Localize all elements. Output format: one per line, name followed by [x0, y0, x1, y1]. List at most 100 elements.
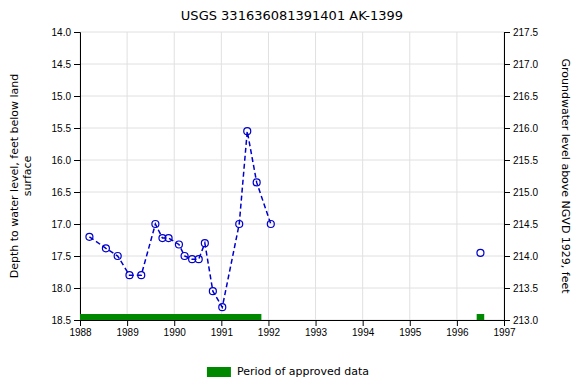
- tick-label: 1995: [399, 327, 422, 338]
- tick: 1990: [164, 320, 187, 338]
- grid-line: [315, 32, 316, 320]
- tick-label: 213.0: [513, 315, 538, 326]
- tick-label: 14.5: [52, 59, 72, 70]
- tick-label: 214.0: [513, 251, 538, 262]
- tick-mark: [504, 192, 510, 193]
- tick: 15.5: [52, 123, 80, 134]
- tick: 1993: [305, 320, 328, 338]
- point: [219, 304, 226, 311]
- tick-mark: [504, 160, 510, 161]
- x-axis: 1988198919901991199219931994199519961997: [69, 320, 516, 338]
- tick: 1995: [399, 320, 422, 338]
- legend-label: Period of approved data: [237, 365, 369, 378]
- tick: 213.5: [504, 283, 538, 294]
- tick-mark: [74, 320, 80, 321]
- tick-label: 17.0: [52, 219, 72, 230]
- point: [102, 245, 109, 252]
- point: [152, 221, 159, 228]
- tick: 216.0: [504, 123, 538, 134]
- grid-line: [80, 32, 504, 33]
- tick-mark: [504, 96, 510, 97]
- grid-line: [80, 224, 504, 225]
- tick-mark: [74, 192, 80, 193]
- point: [195, 256, 202, 263]
- point: [253, 179, 260, 186]
- point: [209, 288, 216, 295]
- tick-mark: [127, 320, 128, 326]
- tick-mark: [504, 128, 510, 129]
- y-axis: 14.014.515.015.516.016.517.017.518.018.5: [52, 27, 81, 326]
- tick-mark: [504, 224, 510, 225]
- point: [165, 235, 172, 242]
- tick-mark: [221, 320, 222, 326]
- tick-label: 16.0: [52, 155, 72, 166]
- point: [477, 249, 484, 256]
- tick-label: 1993: [305, 327, 328, 338]
- point: [138, 272, 145, 279]
- tick: 1994: [352, 320, 375, 338]
- tick-mark: [316, 320, 317, 326]
- tick: 217.5: [504, 27, 538, 38]
- tick-mark: [504, 288, 510, 289]
- grid-line: [221, 32, 222, 320]
- tick: 217.0: [504, 59, 538, 70]
- grid-line: [80, 64, 504, 65]
- grid-line: [174, 32, 175, 320]
- tick-label: 16.5: [52, 187, 72, 198]
- plot: 1988198919901991199219931994199519961997…: [52, 27, 539, 338]
- tick: 214.0: [504, 251, 538, 262]
- y2-axis-title: Groundwater level above NGVD 1929, feet: [559, 58, 572, 294]
- tick-label: 1988: [69, 327, 92, 338]
- tick: 1992: [258, 320, 281, 338]
- point: [201, 240, 208, 247]
- tick: 1991: [211, 320, 234, 338]
- grid-line: [80, 256, 504, 257]
- title: USGS 331636081391401 AK-1399: [181, 8, 403, 23]
- legend: Period of approved data: [207, 365, 369, 378]
- grid-line: [362, 32, 363, 320]
- tick-mark: [74, 256, 80, 257]
- axis-line: [505, 33, 511, 321]
- tick-mark: [363, 320, 364, 326]
- tick: 15.0: [52, 91, 80, 102]
- tick-label: 215.0: [513, 187, 538, 198]
- tick-label: 1992: [258, 327, 281, 338]
- axis-line: [74, 33, 81, 321]
- tick-label: 216.5: [513, 91, 538, 102]
- tick-label: 214.5: [513, 219, 538, 230]
- tick-mark: [174, 320, 175, 326]
- tick-mark: [268, 320, 269, 326]
- tick: 14.5: [52, 59, 80, 70]
- grid-line: [80, 160, 504, 161]
- y-axis-title: Depth to water level, feet below landsur…: [8, 74, 34, 279]
- point: [236, 221, 243, 228]
- tick: 16.0: [52, 155, 80, 166]
- axis-line: [81, 321, 505, 327]
- tick-mark: [504, 320, 510, 321]
- point: [189, 256, 196, 263]
- grid-line: [456, 32, 457, 320]
- tick-label: 18.5: [52, 315, 72, 326]
- tick: 1996: [446, 320, 469, 338]
- tick: 215.5: [504, 155, 538, 166]
- chart: 1988198919901991199219931994199519961997…: [0, 0, 576, 384]
- tick-label: 15.5: [52, 123, 72, 134]
- grid-line: [80, 96, 504, 97]
- tick-mark: [457, 320, 458, 326]
- grid: [80, 32, 504, 320]
- tick-mark: [74, 160, 80, 161]
- point: [267, 221, 274, 228]
- point: [181, 253, 188, 260]
- grid-line: [409, 32, 410, 320]
- grid-line: [80, 288, 504, 289]
- tick: 216.5: [504, 91, 538, 102]
- tick-label: 1996: [446, 327, 469, 338]
- tick-mark: [504, 64, 510, 65]
- tick: 1989: [116, 320, 139, 338]
- legend-swatch: [207, 367, 231, 377]
- tick-mark: [504, 32, 510, 33]
- tick: 17.5: [52, 251, 80, 262]
- tick-label: 1991: [211, 327, 234, 338]
- tick-label: 17.5: [52, 251, 72, 262]
- point: [86, 233, 93, 240]
